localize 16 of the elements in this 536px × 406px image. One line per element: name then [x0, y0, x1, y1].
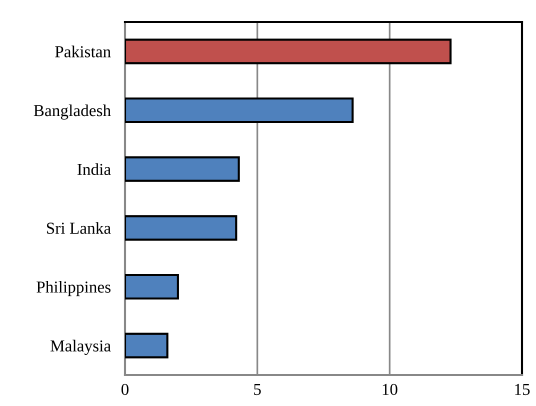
- x-tick-label: 10: [382, 384, 398, 396]
- y-tick-label: Philippines: [36, 280, 111, 296]
- bar: [125, 274, 179, 300]
- x-tick-label: 0: [121, 384, 129, 396]
- x-tick-label: 5: [254, 384, 261, 396]
- x-tick-label: 15: [515, 384, 530, 396]
- bar: [125, 38, 452, 64]
- bar: [125, 332, 168, 358]
- y-tick-label: Sri Lanka: [46, 222, 111, 234]
- bar: [125, 215, 238, 241]
- bar: [125, 156, 240, 182]
- y-tick-label: Pakistan: [55, 46, 111, 58]
- y-tick-label: India: [77, 163, 111, 176]
- bar: [125, 97, 354, 124]
- y-tick-label: Bangladesh: [34, 104, 111, 120]
- y-tick-label: Malaysia: [50, 340, 111, 355]
